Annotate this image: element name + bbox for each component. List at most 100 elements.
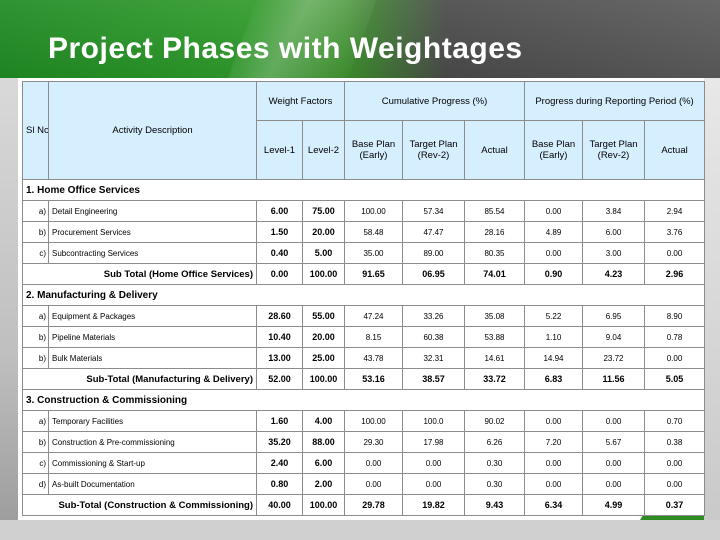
target-plan-cell: 33.26	[402, 305, 465, 327]
activity-cell: Commissioning & Start-up	[48, 452, 257, 474]
rp-actual-cell: 0.00	[643, 347, 706, 369]
subtotal-rp-target-plan-cell: 4.23	[582, 263, 645, 285]
rp-actual-cell: 0.00	[643, 473, 706, 495]
table-row: b) Procurement Services 1.50 20.00 58.48 47.4…	[22, 221, 706, 243]
actual-cell: 80.35	[464, 242, 525, 264]
actual-header: Actual	[464, 120, 525, 180]
rp-target-plan-cell: 0.00	[582, 473, 645, 495]
row-index: b)	[22, 326, 49, 348]
base-plan-cell: 100.00	[344, 410, 403, 432]
rp-target-plan-cell: 6.95	[582, 305, 645, 327]
rp-base-plan-cell: 0.00	[524, 452, 583, 474]
target-plan-cell: 17.98	[402, 431, 465, 453]
table-row: d) As-built Documentation 0.80 2.00 0.00 0.00…	[22, 473, 706, 495]
actual-cell: 6.26	[464, 431, 525, 453]
subtotal-row: Sub-Total (Construction & Commissioning)…	[22, 494, 706, 516]
reporting-progress-header: Progress during Reporting Period (%)	[523, 81, 706, 121]
level2-cell: 88.00	[302, 431, 345, 453]
subtotal-rp-actual-cell: 2.96	[643, 263, 706, 285]
rp-actual-cell: 0.38	[643, 431, 706, 453]
level2-cell: 55.00	[302, 305, 345, 327]
level1-cell: 2.40	[256, 452, 303, 474]
rp-actual-cell: 0.00	[643, 452, 706, 474]
row-index: d)	[22, 473, 49, 495]
page-title: Project Phases with Weightages	[48, 32, 523, 65]
target-plan-cell: 100.0	[402, 410, 465, 432]
activity-cell: As-built Documentation	[48, 473, 257, 495]
subtotal-rp-base-plan-cell: 6.83	[524, 368, 583, 390]
rp-base-plan-cell: 0.00	[524, 473, 583, 495]
level2-header: Level-2	[302, 120, 345, 180]
subtotal-actual-cell: 74.01	[464, 263, 525, 285]
base-plan-cell: 58.48	[344, 221, 403, 243]
activity-cell: Bulk Materials	[48, 347, 257, 369]
rp-target-plan-cell: 0.00	[582, 410, 645, 432]
base-plan-cell: 35.00	[344, 242, 403, 264]
row-index: b)	[22, 347, 49, 369]
rp-actual-cell: 2.94	[643, 200, 706, 222]
target-plan-cell: 0.00	[402, 473, 465, 495]
subtotal-rp-base-plan-cell: 0.90	[524, 263, 583, 285]
rp-base-plan-cell: 7.20	[524, 431, 583, 453]
subtotal-rp-target-plan-cell: 4.99	[582, 494, 645, 516]
level2-cell: 75.00	[302, 200, 345, 222]
subtotal-row: Sub-Total (Manufacturing & Delivery) 52.0…	[22, 368, 706, 390]
row-index: a)	[22, 305, 49, 327]
section-heading: 3. Construction & Commissioning	[21, 389, 706, 411]
level1-cell: 35.20	[256, 431, 303, 453]
base-plan-cell: 0.00	[344, 452, 403, 474]
actual-cell: 85.54	[464, 200, 525, 222]
subtotal-level2-cell: 100.00	[302, 368, 345, 390]
actual-cell: 53.88	[464, 326, 525, 348]
subtotal-rp-target-plan-cell: 11.56	[582, 368, 645, 390]
base-plan-cell: 8.15	[344, 326, 403, 348]
title-bar: Project Phases with Weightages	[0, 0, 720, 78]
activity-cell: Equipment & Packages	[48, 305, 257, 327]
activity-cell: Detail Engineering	[48, 200, 257, 222]
base-plan-cell: 43.78	[344, 347, 403, 369]
rp-base-plan-cell: 0.00	[524, 200, 583, 222]
rp-base-plan-cell: 1.10	[524, 326, 583, 348]
level2-cell: 2.00	[302, 473, 345, 495]
cumulative-progress-header: Cumulative Progress (%)	[344, 81, 525, 121]
rp-base-plan-cell: 14.94	[524, 347, 583, 369]
level1-cell: 28.60	[256, 305, 303, 327]
subtotal-level1-cell: 40.00	[256, 494, 303, 516]
section-heading: 2. Manufacturing & Delivery	[21, 284, 706, 306]
table-row: a) Detail Engineering 6.00 75.00 100.00 57.34…	[22, 200, 706, 222]
target-plan-header: Target Plan (Rev-2)	[402, 120, 465, 180]
table-row: c) Commissioning & Start-up 2.40 6.00 0.00 0.…	[22, 452, 706, 474]
level2-cell: 5.00	[302, 242, 345, 264]
section-heading-row: 1. Home Office Services	[21, 179, 706, 201]
actual-cell: 35.08	[464, 305, 525, 327]
level2-cell: 4.00	[302, 410, 345, 432]
rp-target-plan-cell: 6.00	[582, 221, 645, 243]
level1-cell: 1.60	[256, 410, 303, 432]
subtotal-base-plan-cell: 53.16	[344, 368, 403, 390]
level1-header: Level-1	[256, 120, 303, 180]
rp-target-plan-cell: 3.84	[582, 200, 645, 222]
rp-actual-cell: 3.76	[643, 221, 706, 243]
row-index: c)	[22, 452, 49, 474]
base-plan-header: Base Plan (Early)	[344, 120, 403, 180]
actual-cell: 14.61	[464, 347, 525, 369]
subtotal-rp-actual-cell: 0.37	[643, 494, 706, 516]
level1-cell: 0.40	[256, 242, 303, 264]
target-plan-cell: 32.31	[402, 347, 465, 369]
subtotal-level2-cell: 100.00	[302, 263, 345, 285]
rp-actual-cell: 8.90	[643, 305, 706, 327]
level2-cell: 20.00	[302, 326, 345, 348]
rp-base-plan-header: Base Plan (Early)	[524, 120, 583, 180]
row-index: a)	[22, 200, 49, 222]
actual-cell: 90.02	[464, 410, 525, 432]
target-plan-cell: 60.38	[402, 326, 465, 348]
rp-target-plan-cell: 23.72	[582, 347, 645, 369]
level2-cell: 25.00	[302, 347, 345, 369]
rp-base-plan-cell: 0.00	[524, 410, 583, 432]
subtotal-target-plan-cell: 19.82	[402, 494, 465, 516]
row-index: b)	[22, 431, 49, 453]
section-heading: 1. Home Office Services	[21, 179, 706, 201]
right-decoration	[704, 78, 720, 540]
target-plan-cell: 57.34	[402, 200, 465, 222]
level2-cell: 20.00	[302, 221, 345, 243]
